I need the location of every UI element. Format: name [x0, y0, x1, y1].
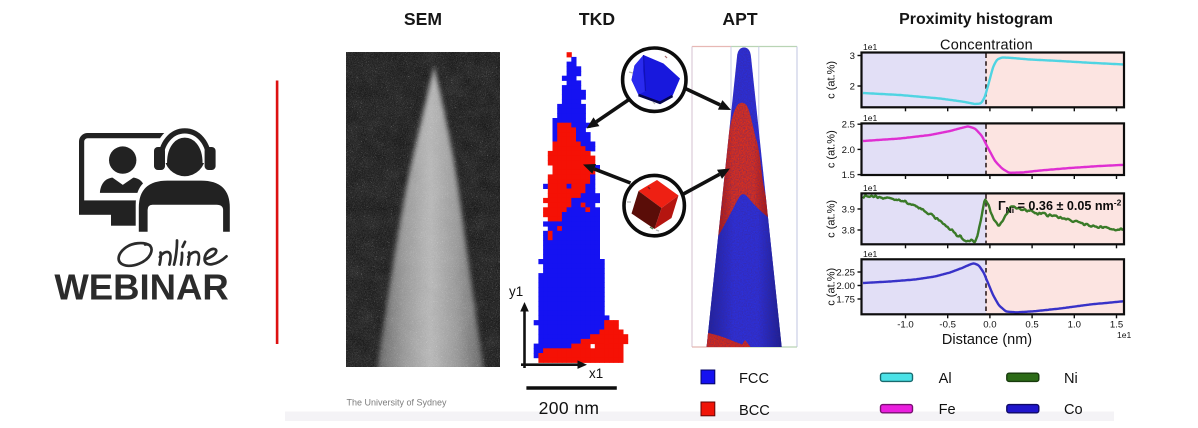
svg-text:The University of Sydney: The University of Sydney: [347, 398, 448, 408]
svg-text:Fe: Fe: [939, 402, 956, 418]
svg-text:SEM: SEM: [404, 9, 442, 29]
svg-text:Ni: Ni: [1064, 371, 1078, 387]
svg-text:1.5: 1.5: [1110, 320, 1123, 331]
svg-text:1e1: 1e1: [863, 249, 878, 259]
svg-text:Al: Al: [939, 371, 952, 387]
svg-text:2: 2: [850, 81, 855, 92]
svg-text:Co: Co: [1064, 402, 1083, 418]
svg-text:-0.5: -0.5: [939, 320, 956, 331]
svg-text:2.0: 2.0: [842, 145, 855, 156]
svg-text:0.0: 0.0: [983, 320, 996, 331]
svg-text:1e1: 1e1: [1117, 330, 1132, 340]
svg-text:ΓNi = 0.36 ± 0.05 nm-2: ΓNi = 0.36 ± 0.05 nm-2: [998, 198, 1122, 216]
svg-text:APT: APT: [722, 9, 757, 29]
svg-text:0.5: 0.5: [1025, 320, 1038, 331]
svg-text:c (at.%): c (at.%): [826, 200, 838, 238]
svg-text:2.5: 2.5: [842, 120, 855, 131]
svg-text:2.00: 2.00: [836, 281, 855, 292]
svg-text:1.75: 1.75: [836, 294, 855, 305]
svg-text:3: 3: [850, 51, 855, 62]
svg-text:y1: y1: [509, 284, 523, 299]
svg-text:Distance (nm): Distance (nm): [942, 332, 1032, 348]
svg-text:-1.0: -1.0: [897, 320, 914, 331]
svg-text:1e1: 1e1: [863, 113, 878, 123]
svg-text:c (at.%): c (at.%): [826, 268, 838, 306]
svg-text:Proximity histogram: Proximity histogram: [899, 11, 1053, 28]
svg-text:3.8: 3.8: [842, 225, 855, 236]
svg-text:BCC: BCC: [739, 403, 770, 419]
svg-text:c (at.%): c (at.%): [826, 130, 838, 168]
svg-text:c (at.%): c (at.%): [826, 61, 838, 99]
svg-text:200 nm: 200 nm: [539, 398, 600, 418]
svg-text:1e1: 1e1: [863, 183, 878, 193]
svg-text:TKD: TKD: [579, 9, 615, 29]
svg-text:1.5: 1.5: [842, 170, 855, 181]
svg-text:Concentration: Concentration: [940, 38, 1033, 54]
svg-text:3.9: 3.9: [842, 204, 855, 215]
svg-text:2.25: 2.25: [836, 267, 855, 278]
svg-text:WEBINAR: WEBINAR: [54, 267, 228, 308]
svg-text:1e1: 1e1: [863, 42, 878, 52]
svg-text:1.0: 1.0: [1068, 320, 1081, 331]
svg-text:x1: x1: [589, 366, 603, 381]
svg-text:FCC: FCC: [739, 371, 769, 387]
